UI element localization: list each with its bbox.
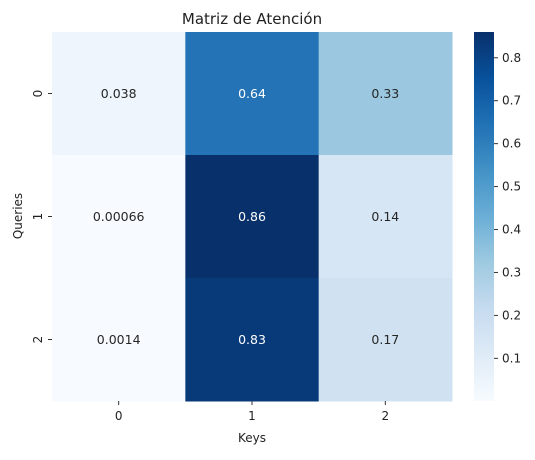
cell-label-r2-c2: 0.17 xyxy=(371,332,399,347)
cell-label-r2-c0: 0.0014 xyxy=(97,332,141,347)
x-axis-label: Keys xyxy=(238,431,266,445)
cell-label-r1-c1: 0.86 xyxy=(238,209,266,224)
heatmap-cell-r1-c1 xyxy=(185,155,320,279)
chart-title: Matriz de Atención xyxy=(182,10,322,28)
colorbar-tick-label: 0.1 xyxy=(502,351,521,365)
y-axis-label: Queries xyxy=(11,193,25,239)
heatmap-cell-r2-c2 xyxy=(318,278,453,402)
x-tick-label: 2 xyxy=(382,409,390,423)
heatmap-cell-r1-c0 xyxy=(52,155,186,279)
y-axis-ticks: 0 1 2 xyxy=(31,90,52,344)
colorbar xyxy=(474,32,494,401)
heatmap-cells xyxy=(52,32,453,402)
colorbar-tick-label: 0.4 xyxy=(502,223,521,237)
x-tick-label: 0 xyxy=(115,409,123,423)
heatmap-cell-r2-c0 xyxy=(52,278,186,402)
colorbar-ticks: 0.1 0.2 0.3 0.4 0.5 0.6 0.7 0.8 xyxy=(494,51,521,365)
x-tick-label: 1 xyxy=(248,409,256,423)
heatmap-cell-labels: 0.038 0.64 0.33 0.00066 0.86 0.14 0.0014 0.83 0.… xyxy=(93,86,399,347)
cell-label-r1-c0: 0.00066 xyxy=(93,209,145,224)
colorbar-tick-label: 0.8 xyxy=(502,51,521,65)
y-tick-label: 0 xyxy=(31,90,45,98)
cell-label-r0-c2: 0.33 xyxy=(371,86,399,101)
heatmap-cell-r0-c0 xyxy=(52,32,186,156)
colorbar-tick-label: 0.3 xyxy=(502,265,521,279)
cell-label-r0-c0: 0.038 xyxy=(101,86,137,101)
heatmap-cell-r0-c1 xyxy=(185,32,320,156)
cell-label-r0-c1: 0.64 xyxy=(238,86,266,101)
heatmap-cell-r2-c1 xyxy=(185,278,320,402)
cell-label-r2-c1: 0.83 xyxy=(238,332,266,347)
colorbar-tick-label: 0.5 xyxy=(502,180,521,194)
heatmap-cell-r1-c2 xyxy=(318,155,453,279)
colorbar-tick-label: 0.6 xyxy=(502,137,521,151)
cell-label-r1-c2: 0.14 xyxy=(371,209,399,224)
colorbar-tick-label: 0.7 xyxy=(502,94,521,108)
heatmap-cell-r0-c2 xyxy=(318,32,453,156)
colorbar-tick-label: 0.2 xyxy=(502,308,521,322)
x-axis-ticks: 0 1 2 xyxy=(115,401,389,423)
y-tick-label: 1 xyxy=(31,213,45,221)
y-tick-label: 2 xyxy=(31,336,45,344)
